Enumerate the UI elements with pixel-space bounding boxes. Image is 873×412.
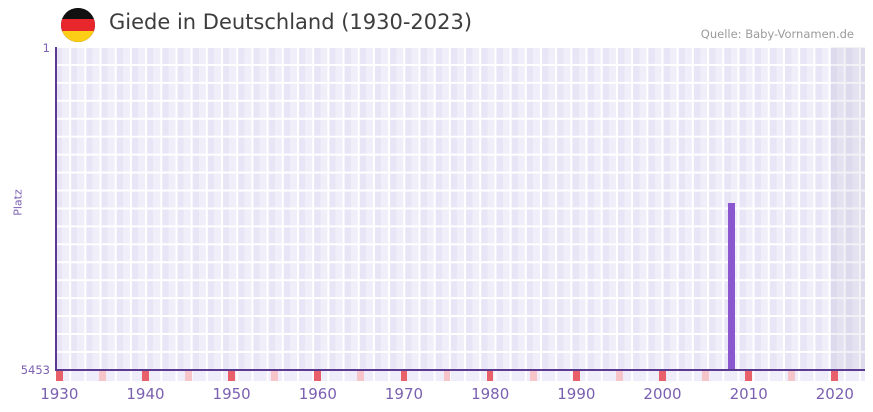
chart-source: Quelle: Baby-Vornamen.de [700,27,854,41]
german-flag-icon [61,8,95,42]
tick-mark-1985 [529,371,537,381]
tick-mark-1960 [314,371,322,381]
x-tick-label-1980: 1980 [471,385,510,403]
y-tick-label-top: 1 [42,41,50,55]
y-axis-line [55,47,57,370]
flag-band-gold [61,30,95,42]
x-tick-label-1990: 1990 [557,385,596,403]
tick-mark-1965 [357,371,365,381]
grid-layer [55,47,865,370]
x-axis-line [55,369,865,371]
tick-mark-1980 [486,371,494,381]
x-tick-label-1950: 1950 [212,385,251,403]
tick-strip-grid [55,371,865,381]
tick-mark-1935 [98,371,106,381]
tick-mark-1955 [271,371,278,381]
tick-mark-1975 [443,371,451,381]
tick-mark-1945 [185,371,192,381]
bar [727,202,735,370]
x-tick-label-1930: 1930 [40,385,79,403]
tick-mark-2015 [788,371,796,381]
y-axis-title: Platz [11,189,25,216]
tick-mark-2000 [659,371,666,381]
tick-mark-1940 [142,371,149,381]
y-tick-label-bottom: 5453 [20,363,50,377]
tick-mark-1995 [615,371,623,381]
chart-title: Giede in Deutschland (1930-2023) [109,10,473,34]
x-tick-label-2010: 2010 [729,385,768,403]
x-tick-label-2020: 2020 [815,385,854,403]
flag-band-red [61,19,95,31]
flag-band-black [61,8,95,20]
x-tick-marker-strip [55,371,865,381]
tick-mark-2010 [745,371,752,381]
tick-mark-1930 [55,371,63,381]
tick-mark-2005 [702,371,709,381]
plot-area [55,47,865,370]
tick-mark-2020 [831,371,839,381]
tick-mark-1990 [572,371,580,381]
shaded-no-data-region [830,47,865,370]
tick-mark-1950 [228,371,235,381]
tick-mark-1970 [400,371,408,381]
x-tick-label-1960: 1960 [298,385,337,403]
x-tick-label-2000: 2000 [643,385,682,403]
x-tick-label-1970: 1970 [384,385,424,403]
x-tick-label-1940: 1940 [126,385,165,403]
